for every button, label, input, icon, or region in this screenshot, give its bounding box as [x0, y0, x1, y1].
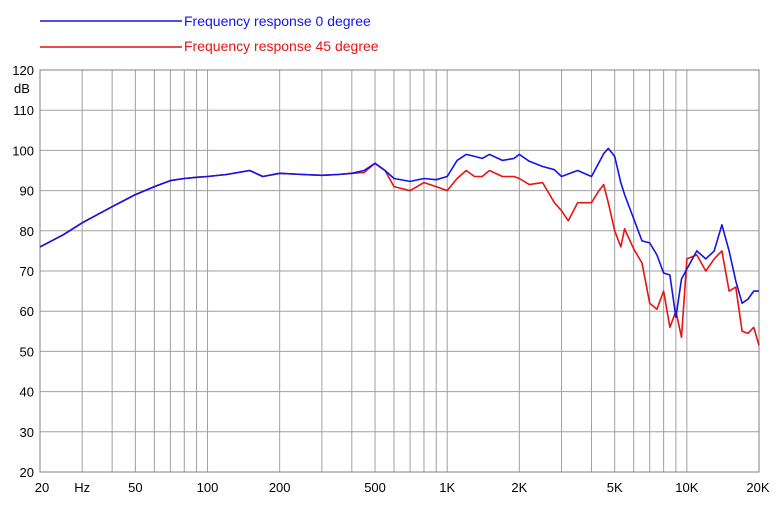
- y-axis-tick-labels: 120 110 100 90 80 70 60 50 40 30 20: [12, 63, 34, 480]
- y-tick-label: 60: [20, 304, 34, 319]
- y-tick-label: 20: [20, 465, 34, 480]
- x-tick-label: Hz: [74, 480, 90, 495]
- y-tick-label: 70: [20, 264, 34, 279]
- y-tick-label: 120: [12, 63, 34, 78]
- legend: Frequency response 0 degree Frequency re…: [40, 13, 379, 54]
- x-tick-label: 5K: [607, 480, 623, 495]
- legend-label-45-degree: Frequency response 45 degree: [184, 38, 379, 54]
- y-tick-label: 90: [20, 184, 34, 199]
- y-tick-label: 100: [12, 143, 34, 158]
- plot-frame: [39, 69, 760, 473]
- x-tick-label: 200: [269, 480, 291, 495]
- legend-label-0-degree: Frequency response 0 degree: [184, 13, 371, 29]
- series-line-0-degree: [39, 147, 759, 319]
- series-lines: [39, 147, 760, 346]
- grid: [40, 70, 759, 472]
- x-tick-label: 10K: [675, 480, 698, 495]
- y-tick-label: 110: [13, 103, 34, 118]
- x-axis-tick-labels: 20 Hz 50 100 200 500 1K 2K 5K 10K 20K: [35, 480, 770, 495]
- x-tick-label: 2K: [511, 480, 527, 495]
- y-tick-label: 30: [20, 425, 34, 440]
- y-tick-label: 50: [20, 344, 34, 359]
- x-tick-label: 20K: [746, 480, 769, 495]
- x-tick-label: 500: [364, 480, 386, 495]
- y-axis-unit-label: dB: [14, 81, 30, 96]
- x-tick-label: 100: [197, 480, 219, 495]
- x-tick-label: 1K: [439, 480, 455, 495]
- x-tick-label: 20: [35, 480, 49, 495]
- y-tick-label: 40: [20, 385, 34, 400]
- y-tick-label: 80: [20, 224, 34, 239]
- x-tick-label: 50: [128, 480, 142, 495]
